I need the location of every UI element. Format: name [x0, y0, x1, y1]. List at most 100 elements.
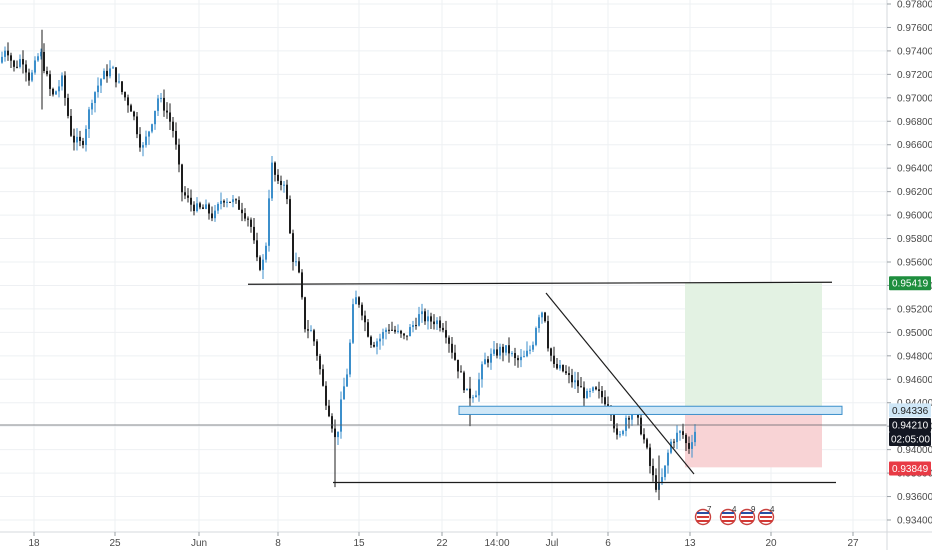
candle-body — [91, 103, 93, 110]
candle-body — [205, 204, 207, 209]
candle-body — [280, 180, 282, 185]
y-tick-label: 0.95200 — [897, 304, 932, 315]
candle-body — [577, 380, 579, 387]
candle-body — [25, 64, 27, 73]
y-tick-label: 0.96200 — [897, 187, 932, 198]
candle-body — [556, 363, 558, 369]
support-price-tag: 0.94336 — [892, 406, 929, 417]
candle-body — [412, 325, 414, 328]
flag-stripe — [722, 516, 734, 518]
candle-body — [172, 121, 174, 131]
candle-body — [427, 316, 429, 322]
candle-body — [235, 199, 237, 201]
candle-body — [418, 314, 420, 326]
candle-body — [409, 327, 411, 337]
y-tick-label: 0.94800 — [897, 351, 932, 362]
candle-body — [19, 59, 21, 67]
flag-stripe — [741, 520, 753, 522]
x-tick-label: 27 — [847, 538, 859, 549]
event-count: 4 — [770, 505, 775, 514]
candle-body — [313, 330, 315, 342]
candle-body — [109, 68, 111, 77]
candle-body — [4, 50, 6, 57]
candle-body — [283, 184, 285, 186]
candle-body — [127, 97, 129, 106]
candle-body — [181, 164, 183, 193]
candle-body — [448, 337, 450, 344]
candle-body — [85, 128, 87, 146]
y-tick-label: 0.97600 — [897, 23, 932, 34]
candle-body — [106, 70, 108, 77]
candlestick-series — [1, 29, 696, 501]
candle-body — [175, 130, 177, 145]
candle-body — [478, 379, 480, 396]
y-tick-label: 0.96400 — [897, 164, 932, 175]
candle-body — [499, 346, 501, 356]
candle-body — [664, 465, 666, 478]
candle-body — [16, 66, 18, 68]
candle-body — [196, 203, 198, 212]
candle-body — [685, 434, 687, 444]
candle-body — [397, 330, 399, 332]
candle-body — [289, 199, 291, 234]
y-tick-label: 0.97800 — [897, 0, 932, 11]
candle-body — [541, 312, 543, 318]
candle-body — [202, 207, 204, 209]
candle-body — [250, 219, 252, 227]
stop-price-tag: 0.93849 — [892, 464, 929, 475]
y-tick-label: 0.97400 — [897, 46, 932, 57]
candle-body — [148, 131, 150, 137]
candle-body — [22, 59, 24, 65]
target-price-tag: 0.95419 — [892, 279, 929, 290]
candle-body — [310, 330, 312, 332]
candle-body — [94, 92, 96, 104]
candle-body — [304, 297, 306, 330]
candle-body — [406, 335, 408, 337]
candle-body — [691, 442, 693, 449]
candle-body — [298, 261, 300, 273]
candle-body — [475, 395, 477, 398]
economic-calendar-events[interactable]: 7 4 9 4 — [694, 505, 776, 526]
candle-body — [472, 397, 474, 399]
calendar-event-flag[interactable]: 7 — [694, 505, 713, 526]
flag-stripe — [760, 516, 772, 518]
candle-body — [481, 364, 483, 380]
candle-body — [394, 329, 396, 332]
candle-body — [466, 388, 468, 391]
candle-body — [145, 136, 147, 146]
calendar-event-flag[interactable]: 9 — [738, 505, 757, 526]
calendar-event-flag[interactable]: 4 — [719, 505, 738, 526]
candle-body — [193, 204, 195, 212]
calendar-event-flag[interactable]: 4 — [757, 505, 776, 526]
candle-body — [7, 50, 9, 56]
candle-body — [355, 297, 357, 305]
candle-body — [256, 240, 258, 258]
candle-body — [319, 355, 321, 370]
y-tick-label: 0.96800 — [897, 117, 932, 128]
candle-body — [421, 311, 423, 315]
candle-body — [586, 391, 588, 399]
candle-body — [631, 413, 633, 420]
candle-body — [13, 60, 15, 67]
candle-body — [361, 304, 363, 316]
candle-body — [232, 199, 234, 203]
x-tick-label: 8 — [275, 538, 281, 549]
x-tick-label: 15 — [353, 538, 365, 549]
candle-body — [28, 72, 30, 81]
candle-body — [454, 352, 456, 360]
candle-body — [559, 364, 561, 369]
candle-body — [526, 350, 528, 357]
candle-body — [229, 201, 231, 203]
candle-body — [328, 405, 330, 417]
candle-body — [463, 372, 465, 391]
candle-body — [307, 329, 309, 331]
candle-body — [619, 434, 621, 436]
candle-body — [529, 349, 531, 351]
candle-body — [592, 387, 594, 391]
candle-body — [325, 385, 327, 406]
candle-body — [487, 359, 489, 363]
y-tick-label: 0.95800 — [897, 234, 932, 245]
y-tick-label: 0.96600 — [897, 140, 932, 151]
